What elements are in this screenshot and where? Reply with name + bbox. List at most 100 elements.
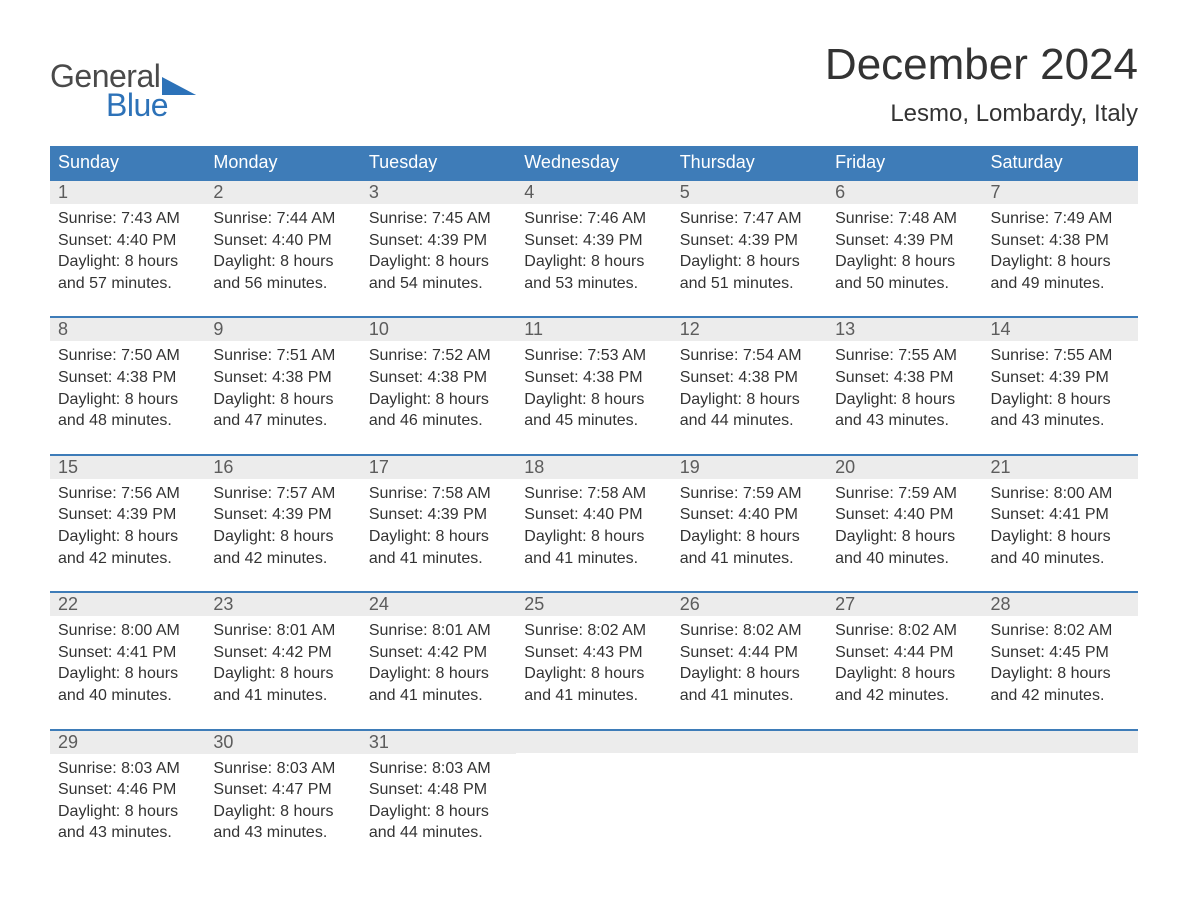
day-inner: 4Sunrise: 7:46 AMSunset: 4:39 PMDaylight… — [516, 179, 671, 316]
sunset-line: Sunset: 4:38 PM — [524, 367, 663, 389]
sunrise-line: Sunrise: 7:51 AM — [213, 345, 352, 367]
day-number-bar: 19 — [672, 456, 827, 479]
sunrise-line: Sunrise: 7:50 AM — [58, 345, 197, 367]
week-row: 22Sunrise: 8:00 AMSunset: 4:41 PMDayligh… — [50, 591, 1138, 728]
day-number-bar: 21 — [983, 456, 1138, 479]
day-of-week-cell: Tuesday — [361, 146, 516, 179]
daylight-line: Daylight: 8 hours and 43 minutes. — [58, 801, 197, 844]
day-cell: 24Sunrise: 8:01 AMSunset: 4:42 PMDayligh… — [361, 591, 516, 728]
day-body: Sunrise: 7:57 AMSunset: 4:39 PMDaylight:… — [205, 479, 360, 591]
day-inner: 18Sunrise: 7:58 AMSunset: 4:40 PMDayligh… — [516, 454, 671, 591]
daylight-line: Daylight: 8 hours and 40 minutes. — [58, 663, 197, 706]
day-body: Sunrise: 7:51 AMSunset: 4:38 PMDaylight:… — [205, 341, 360, 453]
day-number-bar: 7 — [983, 181, 1138, 204]
sunrise-line: Sunrise: 7:52 AM — [369, 345, 508, 367]
sunrise-line: Sunrise: 8:03 AM — [213, 758, 352, 780]
day-number-bar: 22 — [50, 593, 205, 616]
day-inner: 3Sunrise: 7:45 AMSunset: 4:39 PMDaylight… — [361, 179, 516, 316]
sunrise-line: Sunrise: 7:49 AM — [991, 208, 1130, 230]
sunset-line: Sunset: 4:43 PM — [524, 642, 663, 664]
day-body: Sunrise: 8:03 AMSunset: 4:48 PMDaylight:… — [361, 754, 516, 866]
day-cell: 10Sunrise: 7:52 AMSunset: 4:38 PMDayligh… — [361, 316, 516, 453]
day-inner: 28Sunrise: 8:02 AMSunset: 4:45 PMDayligh… — [983, 591, 1138, 728]
day-number: 2 — [213, 182, 223, 202]
day-number: 19 — [680, 457, 700, 477]
day-body: Sunrise: 7:47 AMSunset: 4:39 PMDaylight:… — [672, 204, 827, 316]
day-of-week-cell: Sunday — [50, 146, 205, 179]
day-cell: 4Sunrise: 7:46 AMSunset: 4:39 PMDaylight… — [516, 179, 671, 316]
day-number: 8 — [58, 319, 68, 339]
day-body: Sunrise: 7:55 AMSunset: 4:38 PMDaylight:… — [827, 341, 982, 453]
sunrise-line: Sunrise: 7:59 AM — [835, 483, 974, 505]
day-body: Sunrise: 7:59 AMSunset: 4:40 PMDaylight:… — [672, 479, 827, 591]
day-number-bar: 2 — [205, 181, 360, 204]
day-number: 6 — [835, 182, 845, 202]
day-inner: 6Sunrise: 7:48 AMSunset: 4:39 PMDaylight… — [827, 179, 982, 316]
day-body: Sunrise: 8:03 AMSunset: 4:47 PMDaylight:… — [205, 754, 360, 866]
sunrise-line: Sunrise: 7:45 AM — [369, 208, 508, 230]
day-inner: 2Sunrise: 7:44 AMSunset: 4:40 PMDaylight… — [205, 179, 360, 316]
day-number: 22 — [58, 594, 78, 614]
day-inner: 19Sunrise: 7:59 AMSunset: 4:40 PMDayligh… — [672, 454, 827, 591]
day-cell: 29 Sunrise: 8:03 AMSunset: 4:46 PMDayligh… — [50, 729, 205, 866]
day-body: Sunrise: 8:02 AMSunset: 4:44 PMDaylight:… — [827, 616, 982, 728]
daylight-line: Daylight: 8 hours and 41 minutes. — [680, 663, 819, 706]
daylight-line: Daylight: 8 hours and 40 minutes. — [835, 526, 974, 569]
day-body: Sunrise: 7:56 AMSunset: 4:39 PMDaylight:… — [50, 479, 205, 591]
daylight-line: Daylight: 8 hours and 51 minutes. — [680, 251, 819, 294]
daylight-line: Daylight: 8 hours and 41 minutes. — [369, 526, 508, 569]
day-cell: 2Sunrise: 7:44 AMSunset: 4:40 PMDaylight… — [205, 179, 360, 316]
week-row: 1Sunrise: 7:43 AMSunset: 4:40 PMDaylight… — [50, 179, 1138, 316]
sunset-line: Sunset: 4:40 PM — [835, 504, 974, 526]
day-inner: 17Sunrise: 7:58 AMSunset: 4:39 PMDayligh… — [361, 454, 516, 591]
sunset-line: Sunset: 4:42 PM — [213, 642, 352, 664]
day-body: Sunrise: 7:58 AMSunset: 4:39 PMDaylight:… — [361, 479, 516, 591]
day-body: Sunrise: 7:52 AMSunset: 4:38 PMDaylight:… — [361, 341, 516, 453]
day-number: 4 — [524, 182, 534, 202]
day-inner: 26Sunrise: 8:02 AMSunset: 4:44 PMDayligh… — [672, 591, 827, 728]
sunset-line: Sunset: 4:40 PM — [680, 504, 819, 526]
sunrise-line: Sunrise: 8:03 AM — [58, 758, 197, 780]
day-number-bar: 11 — [516, 318, 671, 341]
empty-inner — [516, 729, 671, 753]
day-of-week-cell: Wednesday — [516, 146, 671, 179]
day-body: Sunrise: 7:49 AMSunset: 4:38 PMDaylight:… — [983, 204, 1138, 316]
daylight-line: Daylight: 8 hours and 42 minutes. — [991, 663, 1130, 706]
day-body: Sunrise: 7:46 AMSunset: 4:39 PMDaylight:… — [516, 204, 671, 316]
day-number-bar: 23 — [205, 593, 360, 616]
day-number-bar: 15 — [50, 456, 205, 479]
sunset-line: Sunset: 4:38 PM — [213, 367, 352, 389]
daylight-line: Daylight: 8 hours and 53 minutes. — [524, 251, 663, 294]
day-number: 29 — [58, 732, 78, 752]
sunrise-line: Sunrise: 7:56 AM — [58, 483, 197, 505]
day-inner: 10Sunrise: 7:52 AMSunset: 4:38 PMDayligh… — [361, 316, 516, 453]
daylight-line: Daylight: 8 hours and 47 minutes. — [213, 389, 352, 432]
daylight-line: Daylight: 8 hours and 41 minutes. — [524, 663, 663, 706]
sunrise-line: Sunrise: 8:02 AM — [524, 620, 663, 642]
day-inner: 14Sunrise: 7:55 AMSunset: 4:39 PMDayligh… — [983, 316, 1138, 453]
day-cell: 8Sunrise: 7:50 AMSunset: 4:38 PMDaylight… — [50, 316, 205, 453]
sunset-line: Sunset: 4:40 PM — [58, 230, 197, 252]
day-number-bar: 6 — [827, 181, 982, 204]
logo: General Blue — [50, 58, 196, 124]
day-body: Sunrise: 8:02 AMSunset: 4:43 PMDaylight:… — [516, 616, 671, 728]
day-number: 20 — [835, 457, 855, 477]
sunrise-line: Sunrise: 8:03 AM — [369, 758, 508, 780]
empty-bar — [827, 731, 982, 753]
sunset-line: Sunset: 4:47 PM — [213, 779, 352, 801]
sunset-line: Sunset: 4:38 PM — [58, 367, 197, 389]
day-inner: 12Sunrise: 7:54 AMSunset: 4:38 PMDayligh… — [672, 316, 827, 453]
day-of-week-row: SundayMondayTuesdayWednesdayThursdayFrid… — [50, 146, 1138, 179]
daylight-line: Daylight: 8 hours and 44 minutes. — [369, 801, 508, 844]
day-cell: 31Sunrise: 8:03 AMSunset: 4:48 PMDayligh… — [361, 729, 516, 866]
sunset-line: Sunset: 4:38 PM — [991, 230, 1130, 252]
day-number: 18 — [524, 457, 544, 477]
sunrise-line: Sunrise: 8:00 AM — [58, 620, 197, 642]
sunset-line: Sunset: 4:46 PM — [58, 779, 197, 801]
day-cell: 11Sunrise: 7:53 AMSunset: 4:38 PMDayligh… — [516, 316, 671, 453]
calendar-table: SundayMondayTuesdayWednesdayThursdayFrid… — [50, 146, 1138, 866]
day-inner: 24Sunrise: 8:01 AMSunset: 4:42 PMDayligh… — [361, 591, 516, 728]
day-body: Sunrise: 8:01 AMSunset: 4:42 PMDaylight:… — [205, 616, 360, 728]
sunset-line: Sunset: 4:38 PM — [369, 367, 508, 389]
sunset-line: Sunset: 4:44 PM — [680, 642, 819, 664]
